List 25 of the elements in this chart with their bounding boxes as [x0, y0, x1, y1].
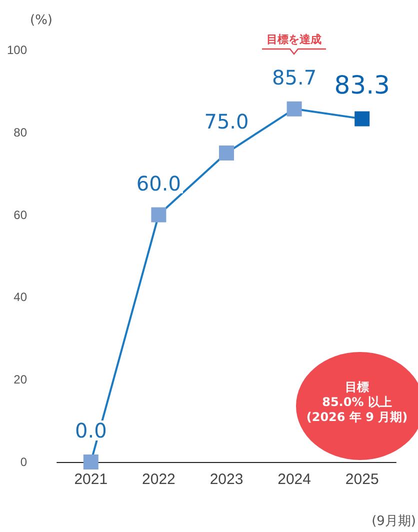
- x-tick-label: 2023: [210, 471, 244, 488]
- text: 目標を達成: [266, 32, 322, 47]
- y-tick-label: 100: [6, 43, 28, 57]
- point: [286, 101, 302, 116]
- data-label: 60.0: [136, 171, 181, 196]
- point: [151, 207, 166, 222]
- data-label: 0.0: [74, 418, 107, 442]
- y-tick-label: 60: [14, 208, 28, 222]
- y-tick-label: 20: [14, 372, 28, 387]
- y-axis-title: (%): [30, 13, 52, 28]
- point: [83, 454, 98, 470]
- x-tick-label: 2022: [142, 471, 176, 488]
- x-tick-label: 2025: [345, 471, 379, 488]
- point: [219, 146, 234, 160]
- x-tick-label: 2024: [278, 471, 311, 488]
- y-tick-label: 80: [14, 125, 28, 140]
- y-tick-label: 40: [14, 290, 28, 304]
- data-label: 85.7: [272, 65, 317, 90]
- data-label: 83.3: [334, 70, 390, 100]
- x-axis-title: (9月期): [372, 514, 416, 529]
- point: [354, 111, 370, 126]
- x-tick-label: 2021: [74, 471, 108, 488]
- annotation: 目標 85.0% 以上 (2026 年 9 月期): [305, 380, 409, 425]
- y-tick-label: 0: [20, 455, 28, 469]
- data-label: 75.0: [204, 110, 249, 134]
